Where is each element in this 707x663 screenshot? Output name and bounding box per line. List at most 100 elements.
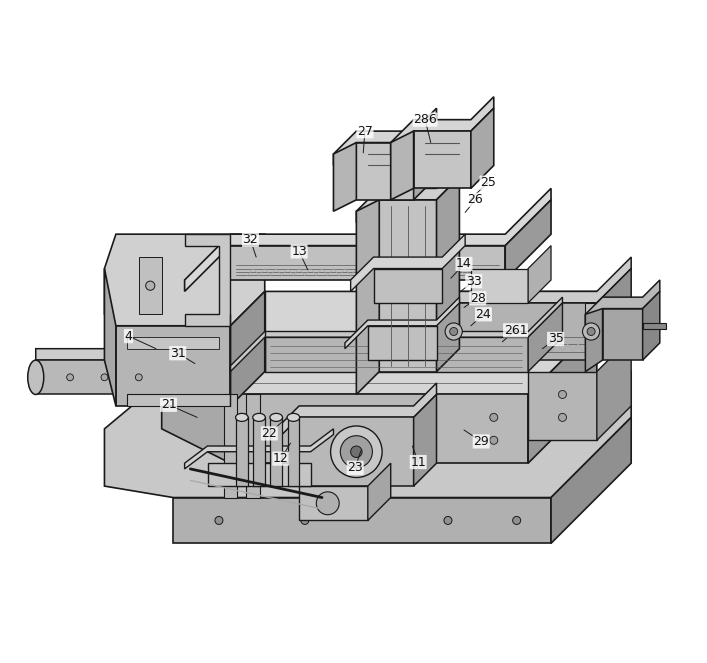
Polygon shape xyxy=(173,497,551,544)
Polygon shape xyxy=(414,131,471,188)
Polygon shape xyxy=(207,463,310,486)
Polygon shape xyxy=(585,308,602,371)
Text: 21: 21 xyxy=(160,398,177,411)
Polygon shape xyxy=(223,394,238,497)
Circle shape xyxy=(490,436,498,444)
Circle shape xyxy=(587,328,595,335)
Circle shape xyxy=(135,374,142,381)
Polygon shape xyxy=(356,143,414,200)
Polygon shape xyxy=(368,463,391,520)
Circle shape xyxy=(583,323,600,340)
Ellipse shape xyxy=(270,413,283,422)
Circle shape xyxy=(66,374,74,381)
Polygon shape xyxy=(36,360,173,394)
Circle shape xyxy=(316,492,339,514)
Polygon shape xyxy=(185,429,334,469)
Polygon shape xyxy=(471,108,493,188)
Polygon shape xyxy=(105,269,116,406)
Ellipse shape xyxy=(28,360,44,394)
Circle shape xyxy=(244,436,252,444)
Polygon shape xyxy=(230,394,528,463)
Polygon shape xyxy=(247,394,260,497)
Polygon shape xyxy=(162,360,230,463)
Polygon shape xyxy=(236,418,247,486)
Circle shape xyxy=(559,391,566,398)
Text: 14: 14 xyxy=(456,257,472,271)
Polygon shape xyxy=(391,131,414,200)
Text: 13: 13 xyxy=(291,245,307,258)
Polygon shape xyxy=(551,418,631,544)
Polygon shape xyxy=(105,371,631,497)
Text: 22: 22 xyxy=(262,427,277,440)
Text: 23: 23 xyxy=(347,461,363,474)
Polygon shape xyxy=(139,257,162,314)
Polygon shape xyxy=(414,257,631,337)
Ellipse shape xyxy=(252,413,265,422)
Text: 286: 286 xyxy=(413,113,437,126)
Circle shape xyxy=(445,323,462,340)
Text: 261: 261 xyxy=(503,324,527,337)
Text: 24: 24 xyxy=(476,308,491,321)
Polygon shape xyxy=(602,308,643,360)
Ellipse shape xyxy=(235,413,248,422)
Polygon shape xyxy=(373,269,443,303)
Polygon shape xyxy=(391,97,493,154)
Polygon shape xyxy=(368,326,436,360)
Polygon shape xyxy=(253,418,264,486)
Text: 35: 35 xyxy=(548,332,563,345)
Polygon shape xyxy=(230,245,506,280)
Text: 12: 12 xyxy=(273,452,288,465)
Polygon shape xyxy=(299,418,414,486)
Text: 33: 33 xyxy=(466,274,481,288)
Polygon shape xyxy=(127,394,230,406)
Polygon shape xyxy=(345,297,460,349)
Polygon shape xyxy=(351,234,465,292)
Text: 29: 29 xyxy=(473,435,489,448)
Polygon shape xyxy=(356,200,379,394)
Polygon shape xyxy=(36,314,219,360)
Text: 4: 4 xyxy=(124,330,132,343)
Circle shape xyxy=(444,516,452,524)
Polygon shape xyxy=(334,108,436,166)
Polygon shape xyxy=(271,418,282,486)
Polygon shape xyxy=(506,200,551,280)
Polygon shape xyxy=(288,418,299,486)
Polygon shape xyxy=(185,234,230,326)
Circle shape xyxy=(450,328,457,335)
Polygon shape xyxy=(127,337,219,349)
Circle shape xyxy=(331,426,382,477)
Polygon shape xyxy=(471,269,528,303)
Polygon shape xyxy=(528,245,551,303)
Text: 27: 27 xyxy=(357,125,373,138)
Polygon shape xyxy=(276,383,436,440)
Polygon shape xyxy=(448,303,460,360)
Ellipse shape xyxy=(287,413,300,422)
Polygon shape xyxy=(334,143,356,211)
Polygon shape xyxy=(643,292,660,360)
Polygon shape xyxy=(264,337,528,371)
Polygon shape xyxy=(436,177,460,371)
Polygon shape xyxy=(643,323,665,329)
Polygon shape xyxy=(597,337,631,440)
Polygon shape xyxy=(528,303,563,371)
Polygon shape xyxy=(162,292,597,394)
Circle shape xyxy=(244,413,252,422)
Polygon shape xyxy=(116,326,230,406)
Polygon shape xyxy=(230,297,563,371)
Circle shape xyxy=(215,516,223,524)
Circle shape xyxy=(146,281,155,290)
Polygon shape xyxy=(528,371,597,440)
Text: 26: 26 xyxy=(467,194,484,206)
Polygon shape xyxy=(185,188,551,292)
Circle shape xyxy=(490,413,498,422)
Polygon shape xyxy=(356,166,460,223)
Polygon shape xyxy=(448,303,597,360)
Circle shape xyxy=(559,413,566,422)
Circle shape xyxy=(101,374,108,381)
Polygon shape xyxy=(414,119,436,200)
Circle shape xyxy=(513,516,520,524)
Text: 28: 28 xyxy=(470,292,486,305)
Text: 31: 31 xyxy=(170,347,186,360)
Polygon shape xyxy=(414,394,436,486)
Text: 25: 25 xyxy=(480,176,496,189)
